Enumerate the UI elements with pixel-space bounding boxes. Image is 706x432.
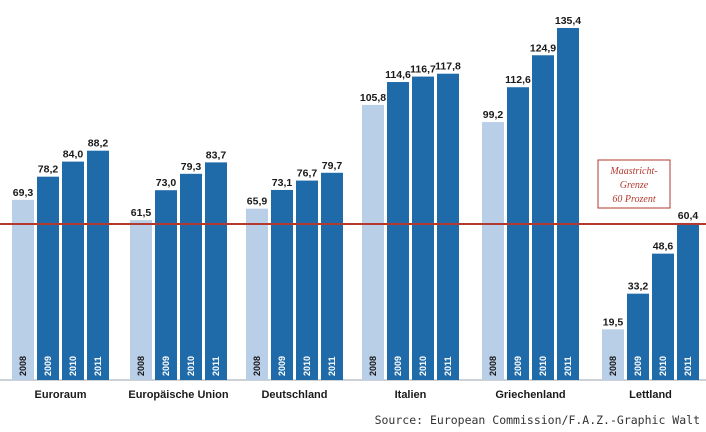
year-label: 2009: [513, 356, 523, 376]
year-label: 2009: [393, 356, 403, 376]
year-label: 2010: [418, 356, 428, 376]
bar-italien-2008: [362, 104, 384, 381]
value-label: 84,0: [63, 149, 84, 161]
value-label: 88,2: [88, 138, 109, 150]
bar-griechenland-2008: [482, 122, 504, 380]
bar-griechenland-2009: [507, 87, 529, 381]
year-label: 2011: [443, 356, 453, 376]
year-label: 2011: [327, 356, 337, 376]
value-label: 112,6: [505, 74, 531, 86]
year-label: 2010: [68, 356, 78, 376]
bar-europ-ische-union-2010: [180, 173, 202, 380]
bar-griechenland-2010: [532, 55, 554, 380]
bar-griechenland-2011: [557, 27, 579, 381]
bar-italien-2011: [437, 73, 459, 380]
category-label: Italien: [395, 389, 427, 401]
year-label: 2008: [18, 356, 28, 376]
category-label: Deutschland: [261, 389, 327, 401]
year-label: 2008: [368, 356, 378, 376]
category-label: Griechenland: [495, 389, 565, 401]
bar-deutschland-2009: [271, 189, 293, 380]
source-credit: Source: European Commission/F.A.Z.-Graph…: [375, 413, 700, 427]
value-label: 114,6: [385, 69, 411, 81]
labels-layer: 69,3 2008 78,2 2009 84,0 2010 88,2 2011 Euroraum…: [13, 15, 699, 401]
value-label: 48,6: [653, 241, 674, 253]
bar-lettland-2011: [677, 222, 699, 380]
value-label: 135,4: [555, 15, 581, 27]
value-label: 79,3: [181, 161, 202, 173]
value-label: 33,2: [628, 281, 649, 293]
maastricht-label-line-3: 60 Prozent: [612, 194, 655, 205]
bar-lettland-2010: [652, 253, 674, 380]
value-label: 99,2: [483, 109, 504, 121]
bar-lettland-2009: [627, 293, 649, 380]
bar-italien-2010: [412, 76, 434, 380]
bar-euroraum-2008: [12, 199, 34, 380]
year-label: 2009: [43, 356, 53, 376]
value-label: 78,2: [38, 164, 59, 176]
category-label: Euroraum: [35, 389, 87, 401]
bar-lettland-2008: [602, 329, 624, 380]
value-label: 65,9: [247, 196, 268, 208]
value-label: 19,5: [603, 316, 624, 328]
year-label: 2008: [252, 356, 262, 376]
bar-euroraum-2010: [62, 161, 84, 380]
value-label: 76,7: [297, 168, 318, 180]
maastricht-label-line-2: Grenze: [620, 180, 649, 191]
year-label: 2010: [538, 356, 548, 376]
bar-deutschland-2010: [296, 180, 318, 380]
value-label: 105,8: [360, 92, 386, 104]
value-label: 73,0: [156, 177, 177, 189]
year-label: 2009: [633, 356, 643, 376]
value-label: 117,8: [435, 61, 461, 73]
year-label: 2009: [161, 356, 171, 376]
category-label: Europäische Union: [128, 389, 229, 401]
year-label: 2011: [93, 356, 103, 376]
bar-euroraum-2011: [87, 150, 109, 380]
year-label: 2008: [608, 356, 618, 376]
year-label: 2008: [488, 356, 498, 376]
bars-layer: [12, 27, 699, 381]
maastricht-label-box: [597, 159, 671, 209]
year-label: 2011: [211, 356, 221, 376]
value-label: 73,1: [272, 177, 293, 189]
year-label: 2009: [277, 356, 287, 376]
bar-italien-2009: [387, 82, 409, 380]
bar-europ-ische-union-2009: [155, 190, 177, 380]
year-label: 2010: [658, 356, 668, 376]
year-label: 2008: [136, 356, 146, 376]
value-label: 60,4: [678, 210, 699, 222]
bar-deutschland-2011: [321, 172, 343, 380]
category-label: Lettland: [629, 389, 672, 401]
maastricht-label-line-1: Maastricht-: [609, 166, 657, 177]
value-label: 79,7: [322, 160, 343, 172]
value-label: 116,7: [410, 64, 436, 76]
bar-deutschland-2008: [246, 208, 268, 380]
value-label: 124,9: [530, 42, 556, 54]
year-label: 2011: [563, 356, 573, 376]
year-label: 2010: [186, 356, 196, 376]
bar-euroraum-2009: [37, 176, 59, 380]
bar-europ-ische-union-2008: [130, 220, 152, 380]
maastricht-annotation: Maastricht- Grenze 60 Prozent: [597, 159, 671, 209]
year-label: 2011: [683, 356, 693, 376]
year-label: 2010: [302, 356, 312, 376]
bar-europ-ische-union-2011: [205, 162, 227, 380]
value-label: 83,7: [206, 149, 227, 161]
value-label: 69,3: [13, 187, 34, 199]
value-label: 61,5: [131, 207, 152, 219]
